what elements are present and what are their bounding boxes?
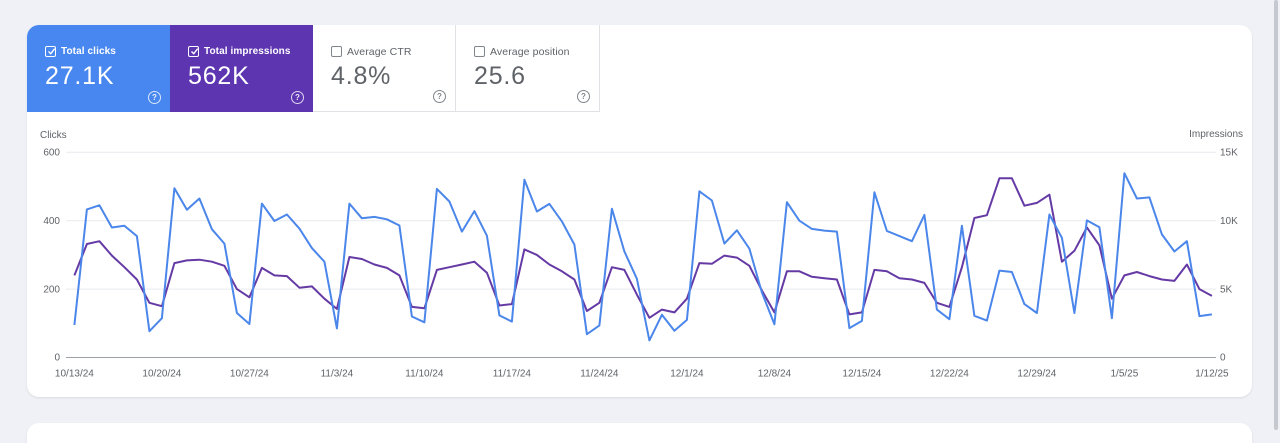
svg-text:12/22/24: 12/22/24 — [930, 369, 969, 380]
svg-text:12/8/24: 12/8/24 — [758, 369, 792, 380]
svg-text:1/5/25: 1/5/25 — [1110, 369, 1138, 380]
svg-text:10/27/24: 10/27/24 — [230, 369, 269, 380]
svg-text:600: 600 — [43, 148, 60, 159]
svg-text:11/17/24: 11/17/24 — [493, 369, 532, 380]
svg-text:Clicks: Clicks — [40, 130, 67, 141]
svg-text:12/1/24: 12/1/24 — [670, 369, 704, 380]
svg-text:Impressions: Impressions — [1189, 129, 1243, 140]
svg-text:12/15/24: 12/15/24 — [842, 369, 881, 380]
svg-text:400: 400 — [43, 216, 60, 227]
svg-text:10/13/24: 10/13/24 — [55, 369, 94, 380]
svg-text:0: 0 — [1220, 353, 1226, 364]
svg-text:11/3/24: 11/3/24 — [321, 369, 354, 380]
svg-text:10/20/24: 10/20/24 — [142, 369, 181, 380]
svg-text:200: 200 — [43, 284, 60, 295]
svg-text:10K: 10K — [1220, 216, 1238, 227]
svg-text:12/29/24: 12/29/24 — [1017, 369, 1056, 380]
svg-text:1/12/25: 1/12/25 — [1195, 369, 1229, 380]
svg-text:11/10/24: 11/10/24 — [405, 369, 444, 380]
svg-text:11/24/24: 11/24/24 — [580, 369, 619, 380]
svg-text:0: 0 — [54, 353, 60, 364]
svg-text:5K: 5K — [1220, 284, 1233, 295]
svg-text:15K: 15K — [1220, 148, 1238, 159]
